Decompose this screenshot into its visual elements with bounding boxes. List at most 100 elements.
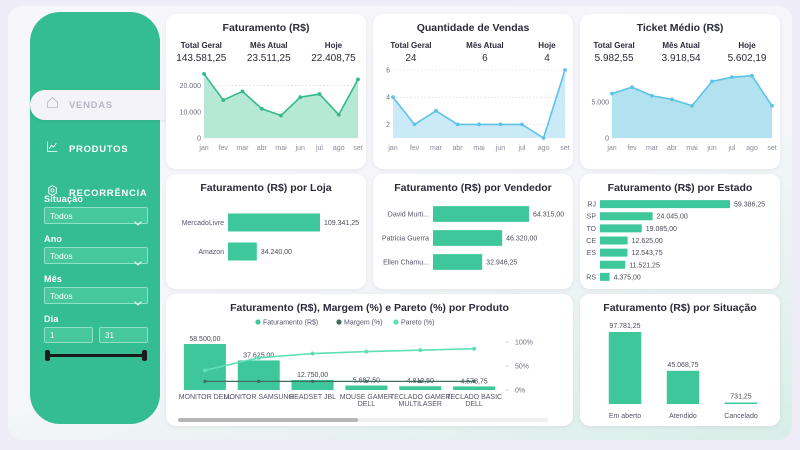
kpi-value: 24 [405, 53, 417, 64]
svg-text:Margem (%): Margem (%) [344, 320, 383, 327]
svg-text:jan: jan [198, 145, 208, 152]
kpi-label: Total Geral [390, 41, 432, 50]
sidebar-item-vendas[interactable]: VENDAS [30, 90, 182, 120]
chart-por-vendedor[interactable]: David Murti... 64.315,00 Patricia Guerra 46… [373, 194, 573, 284]
svg-text:jul: jul [727, 145, 735, 152]
day-min-input[interactable]: 1 [44, 327, 93, 343]
sidebar-item-produtos[interactable]: PRODUTOS [30, 134, 160, 164]
chart-por-loja[interactable]: MercadoLivre 109.341,25 Amazon 34.240,00 [166, 194, 366, 284]
slider-knob-max[interactable] [142, 350, 147, 361]
kpi-label: Mês Atual [250, 41, 288, 50]
card-pareto-title: Faturamento (R$), Margem (%) e Pareto (%… [230, 302, 509, 314]
kpi-value: 23.511,25 [246, 53, 291, 64]
scrollbar-thumb[interactable] [178, 418, 358, 422]
svg-text:abr: abr [452, 145, 463, 152]
svg-text:20.000: 20.000 [180, 83, 202, 90]
svg-text:45.068,75: 45.068,75 [667, 362, 698, 369]
svg-text:0: 0 [605, 136, 609, 143]
kpi-total-geral: Total Geral 143.581,25 [176, 41, 226, 64]
svg-text:2: 2 [386, 122, 390, 129]
svg-text:4.375,00: 4.375,00 [614, 274, 641, 281]
filter-mes-label: Mês [44, 274, 63, 284]
svg-text:MONITOR SAMSUNG: MONITOR SAMSUNG [224, 394, 294, 401]
kpi-value: 22.408,75 [311, 53, 356, 64]
kpi-hoje: Hoje 5.602,19 [728, 41, 767, 64]
svg-text:64.315,00: 64.315,00 [533, 212, 564, 219]
svg-text:TO: TO [586, 226, 596, 233]
svg-text:mar: mar [646, 145, 659, 152]
svg-text:jul: jul [315, 145, 323, 152]
kpi-hoje: Hoje 4 [538, 41, 555, 64]
sidebar-item-recorrencia-label: RECORRÊNCIA [69, 187, 148, 199]
svg-text:mar: mar [236, 145, 249, 152]
filter-mes-select[interactable]: Todos [44, 287, 148, 307]
kpi-value: 5.602,19 [727, 53, 767, 64]
svg-text:59.386,25: 59.386,25 [734, 202, 765, 209]
filter-situacao-select[interactable]: Todos [44, 207, 148, 227]
svg-text:RS: RS [586, 274, 596, 281]
day-range-slider[interactable] [44, 349, 148, 361]
kpi-value: 3.918,54 [661, 53, 701, 64]
kpi-label: Total Geral [180, 41, 222, 50]
chart-faturamento-trend[interactable]: 0 10.000 20.000 jan fev mar abr mai jun jul ago set [166, 64, 366, 154]
slider-knob-min[interactable] [45, 350, 50, 361]
chart-por-situacao[interactable]: 97.781,25 Em aberto 45.068,75 Atendido 731,2… [580, 314, 780, 424]
svg-text:Amazon: Amazon [198, 249, 224, 256]
svg-text:MONITOR DELL: MONITOR DELL [179, 394, 231, 401]
day-range-inputs: 1 31 [44, 327, 148, 343]
svg-text:100%: 100% [515, 340, 533, 347]
kpi-label: Mês Atual [466, 41, 504, 50]
filter-situacao-label: Situação [44, 194, 84, 204]
card-por-estado-title: Faturamento (R$) por Estado [607, 182, 753, 194]
card-pareto-produto: Faturamento (R$), Margem (%) e Pareto (%… [166, 294, 573, 426]
svg-text:ago: ago [333, 145, 345, 152]
chart-por-estado[interactable]: RJ 59.386,25 SP 24.045,00 TO 19.085,00 CE 12.62… [580, 194, 780, 287]
card-quantidade: Quantidade de Vendas Total Geral 24 Mês … [373, 14, 573, 169]
svg-text:David Murti...: David Murti... [388, 212, 429, 219]
chart-pareto-produto[interactable]: Faturamento (R$) Margem (%) Pareto (%) 58.5… [166, 314, 573, 424]
card-quantidade-title: Quantidade de Vendas [416, 22, 530, 34]
kpi-total-geral: Total Geral 24 [390, 41, 431, 64]
sidebar-item-produtos-label: PRODUTOS [69, 143, 129, 155]
day-max-input[interactable]: 31 [99, 327, 148, 343]
kpi-label: Mês Atual [662, 41, 700, 50]
svg-text:SP: SP [587, 214, 597, 221]
kpi-hoje: Hoje 22.408,75 [311, 41, 356, 64]
sidebar-item-recorrencia[interactable]: RECORRÊNCIA [30, 178, 160, 208]
card-por-loja: Faturamento (R$) por Loja MercadoLivre 10… [166, 174, 366, 289]
svg-text:Patricia Guerra: Patricia Guerra [382, 236, 429, 243]
svg-text:58.500,00: 58.500,00 [189, 336, 220, 343]
svg-text:11.521,25: 11.521,25 [629, 262, 660, 269]
svg-text:Ellen Chamu...: Ellen Chamu... [383, 260, 429, 267]
svg-text:12.543,75: 12.543,75 [631, 250, 662, 257]
sidebar: VENDAS PRODUTOS RECORRÊNCIA Situação Tod… [30, 12, 182, 424]
kpi-value: 6 [482, 53, 488, 64]
svg-text:jul: jul [517, 145, 525, 152]
filter-situacao-value: Todos [50, 210, 73, 221]
faturamento-kpis: Total Geral 143.581,25 Mês Atual 23.511,… [166, 41, 366, 64]
card-por-vendedor-title: Faturamento (R$) por Vendedor [394, 182, 552, 194]
kpi-value: 143.581,25 [176, 53, 227, 64]
kpi-label: Hoje [538, 41, 556, 50]
filter-ano-value: Todos [50, 250, 73, 261]
svg-text:jun: jun [295, 145, 305, 152]
chart-ticket-trend[interactable]: 0 5.000 jan fev mar abr mai jun jul ago set [580, 64, 780, 154]
kpi-label: Total Geral [593, 41, 635, 50]
sidebar-filters: Situação Todos Ano Todos Mês Todos Dia 1… [44, 194, 148, 361]
pareto-horizontal-scrollbar[interactable] [178, 418, 548, 422]
svg-text:CE: CE [586, 238, 596, 245]
svg-text:24.045,00: 24.045,00 [657, 214, 688, 221]
svg-text:mar: mar [430, 145, 443, 152]
svg-text:34.240,00: 34.240,00 [261, 249, 292, 256]
svg-text:HEADSET JBL: HEADSET JBL [289, 394, 336, 401]
svg-text:jan: jan [387, 145, 397, 152]
svg-text:6: 6 [386, 68, 390, 75]
gear-icon [46, 184, 59, 202]
svg-text:MercadoLivre: MercadoLivre [182, 220, 225, 227]
card-por-vendedor: Faturamento (R$) por Vendedor David Murt… [373, 174, 573, 289]
svg-text:0: 0 [197, 136, 201, 143]
filter-ano-select[interactable]: Todos [44, 247, 148, 267]
sidebar-item-vendas-label: VENDAS [69, 99, 113, 111]
ticket-kpis: Total Geral 5.982,55 Mês Atual 3.918,54 … [580, 41, 780, 64]
chart-quantidade-trend[interactable]: 2 4 6 jan fev mar abr mai jun jul ago set [373, 64, 573, 154]
